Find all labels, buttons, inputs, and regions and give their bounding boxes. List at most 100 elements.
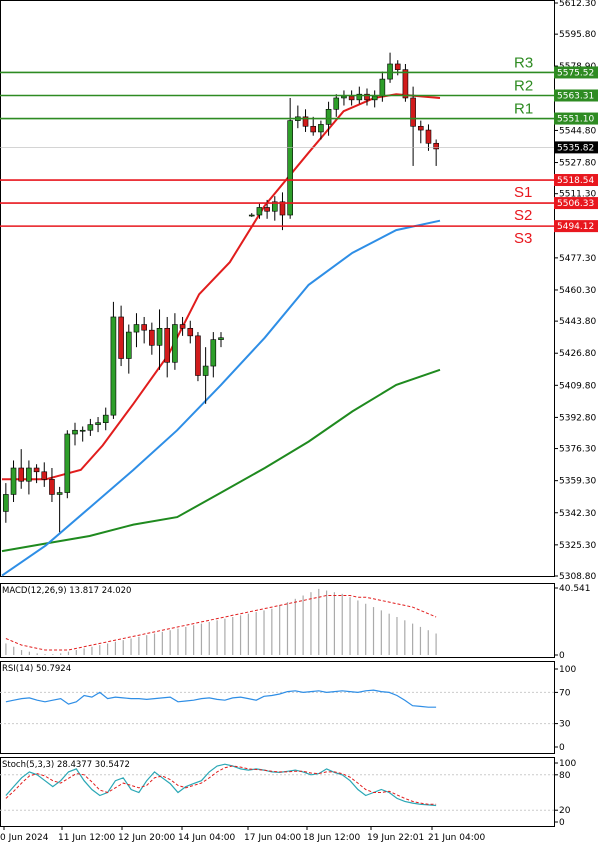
price-tick-label: 5544.80 (559, 126, 596, 136)
candle (41, 462, 48, 487)
level-name-s1: S1 (514, 184, 532, 201)
candle (125, 324, 132, 374)
level-price-label: 5506.33 (557, 199, 594, 209)
price-tick-label: 5477.30 (559, 254, 596, 264)
candle (141, 316, 147, 344)
time-tick-label: 12 Jun 20:00 (118, 833, 175, 843)
time-tick-label: 21 Jun 04:00 (428, 833, 485, 843)
candle (279, 192, 286, 231)
candle (110, 301, 117, 419)
candle (72, 422, 78, 446)
stoch-k-line (5, 763, 437, 807)
level-price-box (554, 66, 598, 79)
time-tick-label: 14 Jun 04:00 (178, 833, 235, 843)
candle (187, 320, 194, 344)
candle (156, 309, 163, 370)
level-price-label: 5563.31 (557, 91, 594, 101)
candle (18, 449, 25, 489)
candle (3, 483, 9, 523)
candle (271, 196, 278, 221)
candles (3, 52, 439, 533)
stoch-indicator: 100 80 20 0 (0, 759, 576, 828)
time-axis: 0 Jun 2024 11 Jun 12:00 12 Jun 20:00 14 Jun… (0, 826, 485, 843)
time-tick-label: 17 Jun 04:00 (244, 833, 301, 843)
price-tick-label: 5308.80 (559, 572, 596, 582)
level-price-label: 5494.12 (557, 222, 594, 232)
rsi-title: RSI(14) 50.7924 (2, 664, 71, 674)
candle (256, 203, 263, 219)
level-price-box (554, 197, 598, 210)
level-name-r2: R2 (514, 77, 533, 94)
candle (310, 116, 317, 136)
price-tick-label: 5392.80 (559, 413, 596, 423)
price-tick-label: 5325.30 (559, 541, 596, 551)
candle (318, 120, 324, 140)
price-tick-label: 5460.30 (559, 286, 596, 296)
current-price-label: 5535.82 (557, 143, 594, 153)
level-name-s2: S2 (514, 207, 532, 224)
ind-tick-label: 40.541 (559, 584, 591, 594)
ind-tick-label: 20 (559, 806, 571, 816)
time-tick-label: 11 Jun 12:00 (58, 833, 115, 843)
time-tick-label: 19 Jun 22:01 (367, 833, 424, 843)
ind-tick-label: 30 (559, 720, 571, 730)
ind-tick-label: 0 (559, 743, 565, 753)
price-tick-label: 5612.30 (559, 0, 596, 9)
price-tick-label: 5342.30 (559, 509, 596, 519)
price-tick-label: 5409.80 (559, 381, 596, 391)
time-tick-label: 0 Jun 2024 (0, 833, 49, 843)
stoch-panel (0, 757, 555, 827)
candle (87, 418, 94, 436)
ind-tick-label: 100 (559, 759, 576, 769)
stoch-title: Stoch(5,3,3) 28.4377 30.5472 (2, 760, 130, 770)
ind-tick-label: 100 (559, 665, 576, 675)
candle (425, 124, 432, 151)
ind-tick-label: 0 (559, 651, 565, 661)
level-name-s3: S3 (514, 230, 532, 247)
level-price-label: 5518.54 (557, 176, 594, 186)
level-price-box (554, 89, 598, 102)
price-tick-label: 5359.30 (559, 477, 596, 487)
candle (56, 486, 63, 533)
stoch-d-line (5, 765, 437, 805)
candle (164, 316, 171, 378)
candle (79, 426, 86, 442)
level-name-r3: R3 (514, 54, 533, 71)
level-price-box (554, 174, 598, 187)
pivot-levels: R3 5575.52 R2 5563.31 R1 5551.10 S1 5518.54 S2 55… (0, 54, 598, 247)
candle (26, 460, 32, 495)
candle (417, 120, 424, 144)
candle (364, 88, 370, 106)
level-price-label: 5575.52 (557, 68, 594, 78)
candle (133, 313, 140, 348)
price-tick-label: 5527.80 (559, 159, 596, 169)
candle (302, 109, 309, 132)
current-price: 5535.82 (0, 141, 598, 154)
candle (387, 52, 393, 83)
ind-tick-label: 70 (559, 688, 571, 698)
candle (433, 139, 439, 166)
price-tick-label: 5511.30 (559, 190, 596, 200)
level-price-box (554, 220, 598, 233)
price-tick-label: 5426.80 (559, 349, 596, 359)
candle (10, 460, 17, 502)
ind-tick-label: 0 (559, 818, 565, 828)
macd-panel (0, 583, 555, 658)
candle (218, 332, 224, 348)
rsi-line (5, 689, 437, 708)
candle (333, 94, 340, 117)
price-axis: 5612.305595.805578.905561.905544.805527.… (554, 0, 596, 582)
candle (195, 332, 201, 382)
candle (248, 213, 255, 217)
candle (102, 407, 109, 431)
candle (95, 417, 101, 433)
time-tick-label: 18 Jun 12:00 (303, 833, 360, 843)
current-price-box (554, 141, 598, 154)
macd-title: MACD(12,26,9) 13.817 24.020 (2, 586, 131, 596)
price-tick-label: 5595.80 (559, 30, 596, 40)
ma-blue-line (1, 219, 441, 577)
level-price-label: 5551.10 (557, 115, 594, 125)
ma-green-line (1, 368, 441, 553)
macd-indicator: 40.541 0 (5, 584, 591, 661)
